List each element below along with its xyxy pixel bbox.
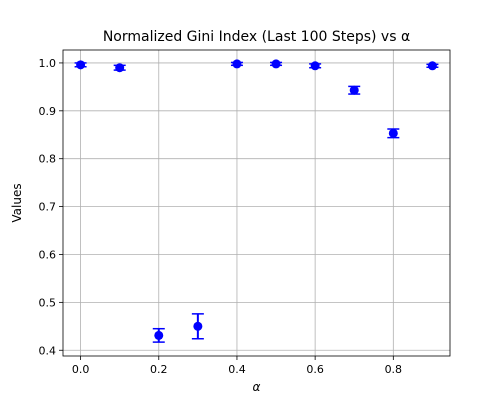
y-tick-label: 0.6 xyxy=(39,248,57,261)
axis-ticks: 0.0 0.2 0.4 0.6 0.8 0.4 0.5 0.6 0.7 0.8 0.9 1.0 xyxy=(39,57,403,376)
data-point xyxy=(154,330,164,340)
y-tick-label: 0.9 xyxy=(39,105,57,118)
x-tick-label: 0.6 xyxy=(306,363,324,376)
data-point xyxy=(115,63,125,73)
data-point xyxy=(193,321,203,331)
grid-layer xyxy=(63,50,450,356)
data-point xyxy=(427,61,437,71)
y-tick-label: 0.5 xyxy=(39,296,57,309)
x-tick-label: 0.4 xyxy=(228,363,246,376)
y-tick-label: 1.0 xyxy=(39,57,57,70)
data-point xyxy=(388,128,398,138)
chart-title: Normalized Gini Index (Last 100 Steps) v… xyxy=(103,29,410,45)
y-axis-label: Values xyxy=(10,183,24,222)
x-tick-label: 0.0 xyxy=(72,363,90,376)
data-point xyxy=(271,59,281,69)
x-axis-label: α xyxy=(253,380,261,394)
x-tick-label: 0.8 xyxy=(385,363,403,376)
y-tick-label: 0.7 xyxy=(39,201,57,214)
data-point xyxy=(310,61,320,71)
data-point xyxy=(349,85,359,95)
plot-frame xyxy=(62,49,451,357)
data-point xyxy=(76,60,86,70)
y-tick-label: 0.8 xyxy=(39,153,57,166)
y-tick-label: 0.4 xyxy=(39,344,57,357)
data-point xyxy=(232,59,242,69)
x-tick-label: 0.2 xyxy=(150,363,168,376)
data-marks xyxy=(74,59,439,343)
